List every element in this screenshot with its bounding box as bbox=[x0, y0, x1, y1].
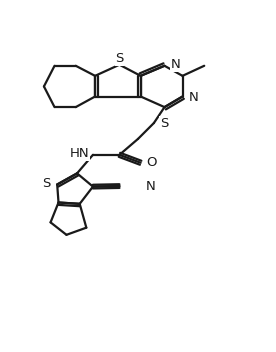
Text: N: N bbox=[171, 58, 181, 71]
Text: S: S bbox=[42, 177, 51, 190]
Text: HN: HN bbox=[70, 147, 90, 160]
Text: O: O bbox=[147, 156, 157, 169]
Text: N: N bbox=[146, 180, 156, 193]
Text: N: N bbox=[189, 90, 199, 103]
Text: S: S bbox=[160, 117, 168, 130]
Text: S: S bbox=[115, 52, 124, 65]
